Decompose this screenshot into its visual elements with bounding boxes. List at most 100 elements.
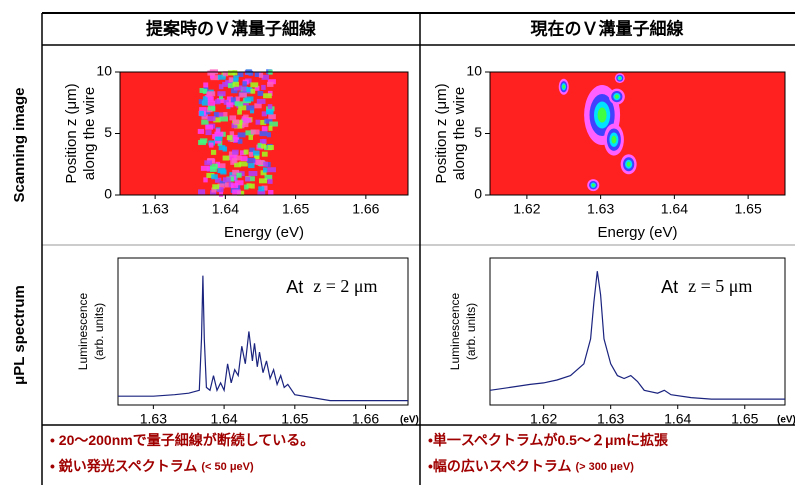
heatmap-cell [227,83,235,89]
note: • 鋭い発光スペクトラム (< 50 μeV) [50,458,254,474]
heatmap-cell [219,180,227,186]
y-tick-label: 10 [96,63,112,79]
heatmap-cell [222,177,231,183]
heatmap-cell [206,172,215,178]
y-axis-label: along the wire [451,87,468,180]
heatmap-cell [256,159,265,165]
heatmap-cell [260,170,267,176]
note-text: •幅の広いスペクトラム [428,458,572,474]
heatmap-cell [218,84,224,90]
heatmap-cell [235,96,240,102]
heatmap-cell [232,70,238,76]
x-tick-label: 1.65 [735,201,762,217]
heatmap-cell [260,119,267,125]
heatmap-cell [222,71,229,77]
heatmap-cell [203,177,208,183]
y-tick-label: 5 [104,124,112,140]
heatmap-cell [267,178,273,184]
heatmap-blob [618,76,622,80]
note: •幅の広いスペクトラム (> 300 μeV) [428,458,634,474]
heatmap-blob [611,135,617,144]
heatmap-cell [233,123,243,129]
annotation-at: At [661,277,678,297]
heatmap-cell [232,169,240,175]
x-tick-label: 1.62 [513,201,540,217]
heatmap-cell [215,135,223,141]
heatmap-cell [264,174,273,180]
heatmap-blob [614,94,619,99]
y-axis-label: (arb. units) [464,303,478,360]
heatmap-cell [269,121,278,127]
heatmap-cell [234,101,244,107]
heatmap-cell [228,155,237,161]
heatmap-cell [263,93,272,99]
heatmap-cell [267,79,276,85]
heatmap-cell [240,156,248,162]
heatmap-cell [233,85,243,91]
heatmap-cell [259,131,268,137]
heatmap-cell [264,118,273,124]
heatmap-cell [214,131,224,137]
heatmap-cell [263,161,268,167]
heatmap-cell [257,90,264,96]
row-label: Scanning image [11,87,28,202]
heatmap-cell [242,122,249,128]
y-axis-label: Luminescence [76,292,90,370]
y-axis-label: along the wire [81,87,98,180]
heatmap-cell [217,91,226,97]
heatmap-cell [197,128,205,134]
note: •単一スペクトラムが0.5～２μmに拡張 [428,432,669,448]
heatmap-cell [237,138,243,144]
heatmap-cell [242,86,247,92]
y-axis-label: Position z (μm) [63,83,80,183]
heatmap-cell [254,103,262,109]
heatmap-cell [199,107,207,113]
heatmap-cell [258,178,268,184]
heatmap-cell [248,134,253,140]
heatmap-blob [591,183,595,187]
annotation: At z = 5 μm [661,276,752,297]
heatmap-cell [254,85,260,91]
heatmap-cell [263,167,268,173]
x-tick-label: 1.63 [597,411,624,427]
x-axis-label: Energy (eV) [224,224,304,241]
heatmap-cell [259,139,266,145]
heatmap-cell [207,70,216,76]
heatmap-cell [246,183,252,189]
heatmap-cell [261,185,268,191]
heatmap-cell [261,126,268,132]
heatmap-cell [228,77,234,83]
heatmap-cell [205,124,213,130]
heatmap-cell [254,72,262,78]
heatmap-cell [217,168,226,174]
x-tick-label: 1.63 [140,411,167,427]
heatmap-cell [217,112,224,118]
plot-frame [117,257,409,406]
x-tick-label: 1.63 [141,201,168,217]
heatmap-cell [211,187,217,193]
heatmap-cell [229,115,237,121]
x-tick-label: 1.65 [282,201,309,217]
heatmap-cell [198,140,206,146]
heatmap-cell [222,81,230,87]
heatmap-cell [209,73,215,79]
heatmap-cell [231,134,240,140]
heatmap-cell [216,98,225,104]
heatmap-cell [253,150,260,156]
heatmap-cell [219,94,224,100]
heatmap-cell [249,108,255,114]
x-unit: (eV) [777,415,795,426]
note-text: •単一スペクトラムが0.5～２μmに拡張 [428,432,669,448]
heatmap-cell [242,81,247,87]
heatmap-cell [223,99,229,105]
heatmap-cell [230,97,236,103]
heatmap-cell [234,162,242,168]
heatmap-cell [268,189,274,195]
heatmap-cell [200,165,210,171]
heatmap-cell [218,191,224,197]
x-tick-label: 1.62 [530,411,557,427]
x-tick-label: 1.64 [210,411,237,427]
y-axis-label: Position z (μm) [433,83,450,183]
heatmap-cell [222,155,230,161]
